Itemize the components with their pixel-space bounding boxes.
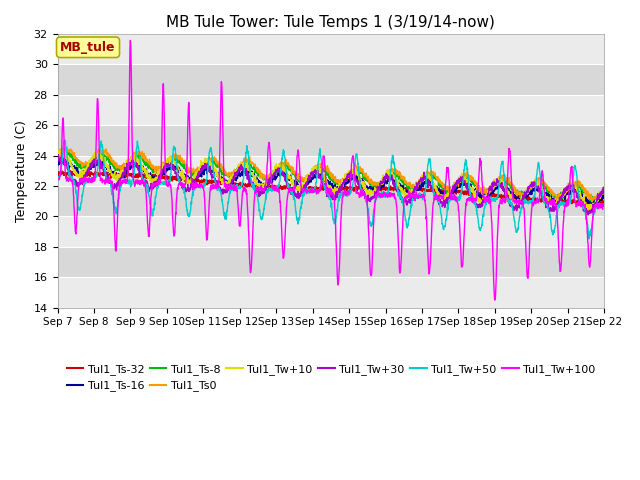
Bar xyxy=(58,95,604,125)
Bar xyxy=(58,216,604,247)
Bar xyxy=(58,156,604,186)
Legend: Tul1_Ts-32, Tul1_Ts-16, Tul1_Ts-8, Tul1_Ts0, Tul1_Tw+10, Tul1_Tw+30, Tul1_Tw+50,: Tul1_Ts-32, Tul1_Ts-16, Tul1_Ts-8, Tul1_… xyxy=(62,360,600,396)
Bar xyxy=(58,64,604,95)
Y-axis label: Temperature (C): Temperature (C) xyxy=(15,120,28,222)
Title: MB Tule Tower: Tule Temps 1 (3/19/14-now): MB Tule Tower: Tule Temps 1 (3/19/14-now… xyxy=(166,15,495,30)
Bar xyxy=(58,125,604,156)
Bar xyxy=(58,247,604,277)
Bar xyxy=(58,34,604,64)
Text: MB_tule: MB_tule xyxy=(60,41,116,54)
Bar xyxy=(58,186,604,216)
Bar xyxy=(58,277,604,308)
